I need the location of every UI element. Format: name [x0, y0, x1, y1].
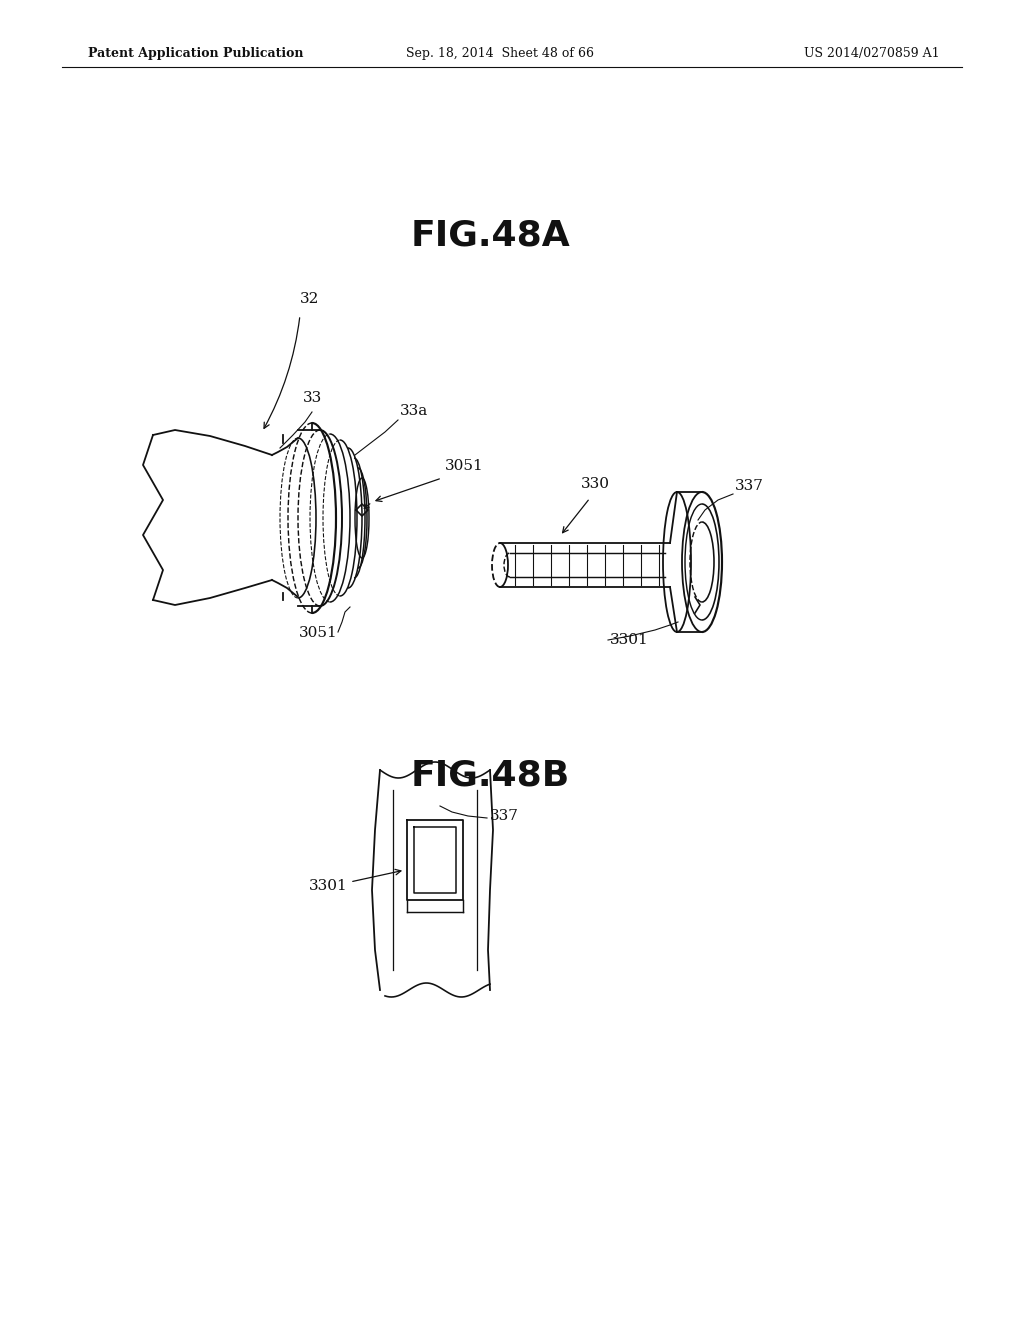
- Text: Sep. 18, 2014  Sheet 48 of 66: Sep. 18, 2014 Sheet 48 of 66: [406, 48, 594, 61]
- Text: 3301: 3301: [610, 634, 649, 647]
- Text: US 2014/0270859 A1: US 2014/0270859 A1: [805, 48, 940, 61]
- Text: FIG.48B: FIG.48B: [411, 758, 569, 792]
- Text: 33: 33: [302, 391, 322, 405]
- Text: 33a: 33a: [400, 404, 428, 418]
- Text: 3301: 3301: [309, 879, 348, 894]
- Text: 337: 337: [735, 479, 764, 492]
- Text: 337: 337: [490, 809, 519, 822]
- Text: Patent Application Publication: Patent Application Publication: [88, 48, 303, 61]
- Text: 3051: 3051: [445, 459, 483, 473]
- Text: FIG.48A: FIG.48A: [411, 218, 570, 252]
- Text: 3051: 3051: [299, 626, 337, 640]
- Text: 330: 330: [581, 477, 609, 491]
- Text: 32: 32: [300, 292, 319, 306]
